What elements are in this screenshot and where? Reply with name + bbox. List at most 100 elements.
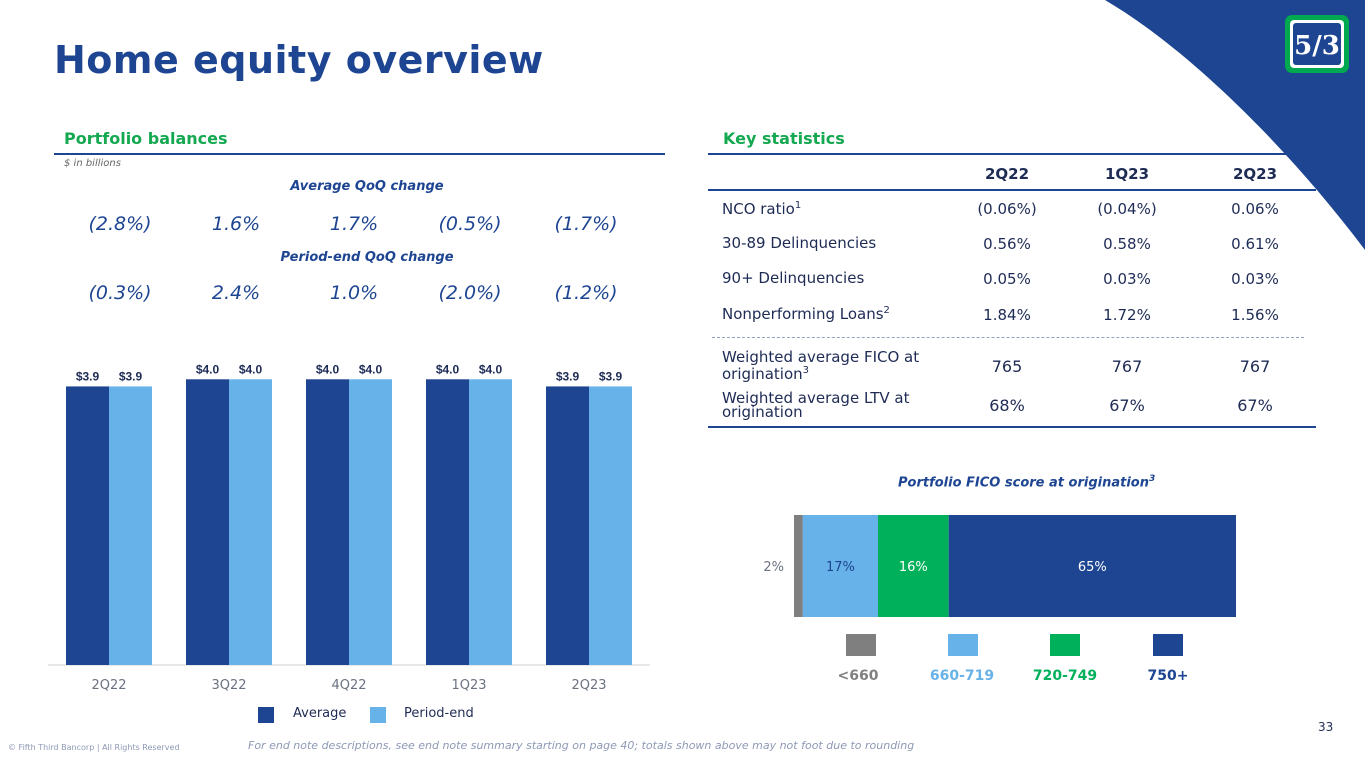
table-bottom-rule — [708, 426, 1316, 428]
stat-row-label: Nonperforming Loans2 — [722, 305, 890, 323]
stat-value: 0.06% — [1231, 200, 1279, 218]
bar-value-label: $3.9 — [119, 369, 143, 383]
stat-value: 0.61% — [1231, 235, 1279, 253]
bar-average — [186, 379, 229, 665]
stat-row-label: 90+ Delinquencies — [722, 269, 865, 287]
units-label: $ in billions — [64, 158, 121, 169]
x-tick-label: 1Q23 — [451, 678, 486, 693]
portfolio-bar-chart: $3.9 $3.9 2Q22 $4.0 $4.0 3Q22 $4.0 $4.0 4Q22 $4.0… — [48, 362, 650, 693]
fico-legend-swatch-lt660 — [846, 634, 876, 656]
key-stats-heading: Key statistics — [723, 129, 845, 148]
legend-label-period-end: Period-end — [404, 706, 474, 721]
stat-value: (0.04%) — [1097, 200, 1157, 218]
fico-legend-label: 720-749 — [1032, 668, 1098, 684]
fico-legend-label: <660 — [837, 668, 879, 684]
logo-mark: 5/3 — [1294, 31, 1340, 61]
stat-value: 0.05% — [983, 270, 1031, 288]
bar-value-label: $4.0 — [196, 362, 220, 376]
pe-qoq-value: (0.3%) — [88, 282, 152, 304]
avg-qoq-value: (0.5%) — [438, 213, 502, 235]
bar-period-end — [229, 379, 272, 665]
pe-qoq-value: (1.2%) — [554, 282, 618, 304]
bar-value-label: $4.0 — [316, 362, 340, 376]
stat-value: 0.58% — [1103, 235, 1151, 253]
stat-value: 0.56% — [983, 235, 1031, 253]
x-tick-label: 2Q23 — [571, 678, 606, 693]
page-number: 33 — [1318, 720, 1334, 734]
bar-average — [66, 386, 109, 665]
footer-note: For end note descriptions, see end note … — [248, 739, 915, 752]
stat-value: 1.56% — [1231, 306, 1279, 324]
bar-value-label: $4.0 — [359, 362, 383, 376]
bar-period-end — [109, 386, 152, 665]
fico-legend-swatch-720-749 — [1050, 634, 1080, 656]
col-header: 1Q23 — [1104, 165, 1150, 183]
avg-qoq-value: (2.8%) — [88, 213, 152, 235]
stat-row-label: NCO ratio1 — [722, 200, 802, 218]
page-title: Home equity overview — [54, 38, 544, 82]
portfolio-divider — [54, 153, 665, 155]
pe-qoq-title: Period-end QoQ change — [280, 250, 454, 265]
stat-row-label: Weighted average FICO at origination3 — [722, 348, 920, 383]
fico-segment-label: 16% — [899, 560, 928, 575]
stat-value: 68% — [989, 396, 1025, 415]
bar-value-label: $4.0 — [479, 362, 503, 376]
fico-segment-label: 2% — [763, 560, 784, 575]
stat-value: 0.03% — [1231, 270, 1279, 288]
bar-period-end — [349, 379, 392, 665]
pe-qoq-value: 2.4% — [211, 282, 261, 304]
portfolio-heading: Portfolio balances — [64, 129, 228, 148]
stat-row-label: Weighted average LTV at origination — [722, 389, 910, 421]
pe-qoq-value: (2.0%) — [438, 282, 502, 304]
fico-segment — [794, 515, 803, 617]
x-tick-label: 2Q22 — [91, 678, 126, 693]
bar-value-label: $4.0 — [436, 362, 460, 376]
bar-average — [546, 386, 589, 665]
pe-qoq-value: 1.0% — [329, 282, 379, 304]
fico-stacked-bar: 2% 17% 16% 65% — [763, 515, 1236, 617]
avg-qoq-title: Average QoQ change — [290, 179, 444, 194]
fico-legend-swatch-750plus — [1153, 634, 1183, 656]
legend-swatch-average — [258, 707, 274, 723]
stat-value: 1.84% — [983, 306, 1031, 324]
bar-period-end — [589, 386, 632, 665]
col-header: 2Q23 — [1232, 165, 1278, 183]
bar-value-label: $3.9 — [556, 369, 580, 383]
stat-value: 67% — [1237, 396, 1273, 415]
stat-value: (0.06%) — [977, 200, 1037, 218]
avg-qoq-value: 1.7% — [329, 213, 379, 235]
avg-qoq-value: (1.7%) — [554, 213, 618, 235]
key-stats-divider — [708, 153, 1316, 155]
stat-value: 765 — [991, 357, 1023, 376]
fico-segment — [877, 515, 949, 617]
bar-value-label: $4.0 — [239, 362, 263, 376]
fico-chart-title: Portfolio FICO score at origination3 — [898, 474, 1156, 491]
legend-swatch-period-end — [370, 707, 386, 723]
stat-value: 767 — [1111, 357, 1143, 376]
bar-value-label: $3.9 — [76, 369, 100, 383]
fifth-third-logo: 5/3 — [1285, 15, 1349, 73]
bar-average — [426, 379, 469, 665]
col-header: 2Q22 — [984, 165, 1030, 183]
stat-value: 0.03% — [1103, 270, 1151, 288]
fico-legend-label: 750+ — [1147, 668, 1189, 684]
bar-value-label: $3.9 — [599, 369, 623, 383]
bar-average — [306, 379, 349, 665]
stat-row-label: 30-89 Delinquencies — [722, 234, 877, 252]
header-rule — [708, 189, 1316, 191]
fico-legend-swatch-660-719 — [948, 634, 978, 656]
stat-value: 67% — [1109, 396, 1145, 415]
bar-period-end — [469, 379, 512, 665]
legend-label-average: Average — [293, 706, 347, 721]
fico-segment-label: 65% — [1078, 560, 1107, 575]
x-tick-label: 3Q22 — [211, 678, 246, 693]
fico-segment — [948, 515, 1236, 617]
stat-value: 767 — [1239, 357, 1271, 376]
fico-segment-label: 17% — [826, 560, 855, 575]
copyright: © Fifth Third Bancorp | All Rights Reser… — [8, 743, 180, 752]
avg-qoq-value: 1.6% — [211, 213, 261, 235]
fico-segment — [802, 515, 878, 617]
fico-legend-label: 660-719 — [929, 668, 995, 684]
dashed-separator — [712, 337, 1304, 338]
stat-value: 1.72% — [1103, 306, 1151, 324]
